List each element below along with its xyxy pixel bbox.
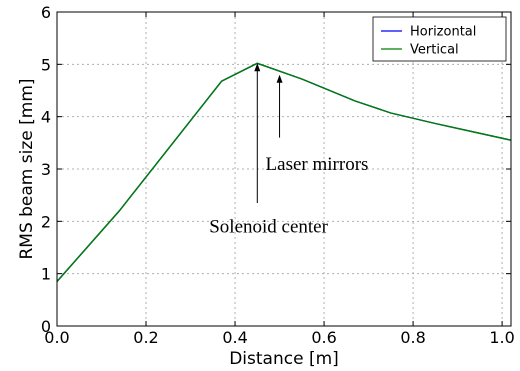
x-tick-label: 0.6 (311, 328, 336, 347)
legend-label-vertical: Vertical (410, 43, 459, 58)
x-tick-label: 0.4 (222, 328, 247, 347)
annotations: Solenoid center Laser mirrors (209, 63, 369, 238)
y-tick-label: 6 (41, 3, 51, 22)
x-tick-label: 0.8 (400, 328, 425, 347)
legend: Horizontal Vertical (372, 16, 507, 62)
legend-label-horizontal: Horizontal (410, 25, 476, 40)
y-tick-label: 3 (41, 160, 51, 179)
annotation-arrow-head (276, 74, 283, 83)
y-tick-label: 4 (41, 108, 51, 127)
y-axis-label: RMS beam size [mm] (17, 78, 37, 259)
y-tick-label: 2 (41, 212, 51, 231)
y-tick-label: 5 (41, 55, 51, 74)
axis-ticks: 0.0 0.2 0.4 0.6 0.8 1.0 0 1 2 3 4 5 6 (41, 3, 515, 347)
series-line-vertical (56, 62, 512, 282)
x-axis-label: Distance [m] (229, 349, 339, 369)
x-tick-label: 1.0 (489, 328, 514, 347)
legend-box (372, 16, 507, 62)
y-tick-label: 0 (41, 317, 51, 336)
series-lines (56, 62, 512, 282)
annotation-arrow-head (254, 63, 261, 72)
annotation-label: Solenoid center (209, 217, 328, 238)
x-tick-label: 0.0 (44, 328, 69, 347)
y-tick-label: 1 (41, 265, 51, 284)
x-tick-label: 0.2 (133, 328, 158, 347)
annotation-label: Laser mirrors (266, 154, 369, 175)
